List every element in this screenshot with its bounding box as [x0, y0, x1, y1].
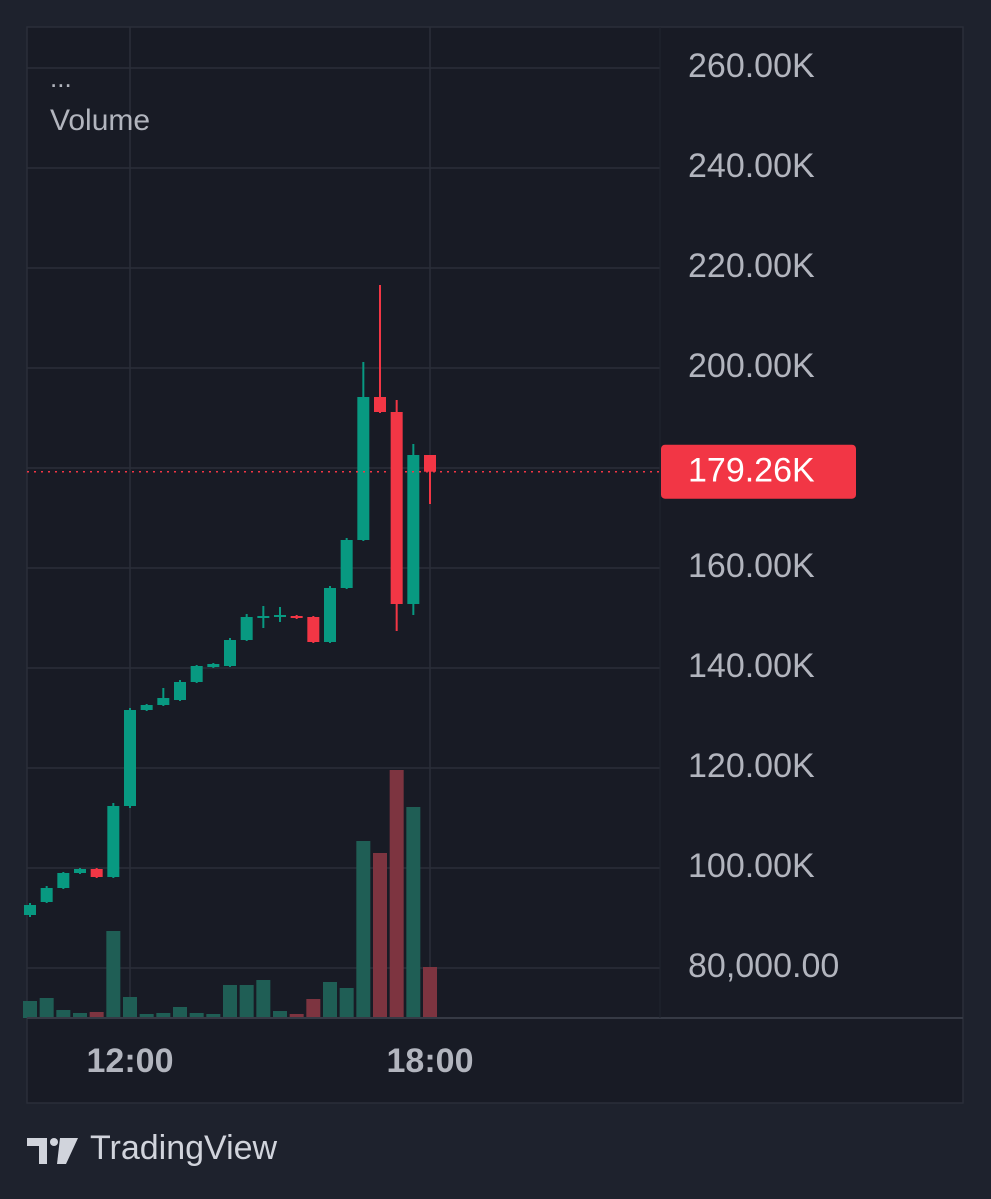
x-tick-label: 18:00	[387, 1042, 474, 1080]
indicator-menu[interactable]: ...	[50, 63, 72, 93]
candle-body	[24, 905, 36, 915]
volume-bar	[256, 980, 271, 1018]
volume-bar	[156, 1013, 171, 1018]
volume-bar	[273, 1011, 287, 1018]
volume-bar	[406, 807, 421, 1018]
volume-bar	[239, 985, 254, 1018]
volume-bar	[389, 770, 404, 1018]
marks	[23, 285, 437, 1018]
y-tick-label: 160.00K	[688, 547, 815, 585]
candle-body	[74, 869, 86, 873]
candle-body	[224, 640, 236, 666]
indicator-name: Volume	[50, 104, 150, 137]
volume-bar	[23, 1001, 37, 1018]
candle-body	[257, 616, 270, 618]
candle-body	[424, 455, 436, 472]
candle-body	[340, 540, 353, 588]
candle-body	[57, 873, 70, 888]
candle-body	[140, 705, 153, 710]
candle-body	[390, 412, 403, 604]
volume-bar	[289, 1014, 304, 1018]
candle-body	[107, 806, 120, 877]
last-price-badge	[661, 444, 856, 499]
volume-bar	[356, 841, 371, 1018]
volume-bar	[339, 988, 354, 1018]
volume-bar	[223, 985, 237, 1018]
candle-body	[374, 397, 386, 412]
volume-bar	[139, 1014, 154, 1018]
volume-bar	[206, 1014, 221, 1018]
volume-bar	[106, 931, 121, 1018]
candle-body	[307, 617, 320, 642]
y-tick-label: 100.00K	[688, 847, 815, 885]
volume-bar	[306, 999, 321, 1018]
volume-bar	[323, 982, 337, 1018]
y-tick-label: 140.00K	[688, 647, 815, 685]
candle-body	[190, 666, 203, 682]
candle-body	[157, 698, 170, 705]
candle-body	[290, 616, 303, 618]
volume-bar	[173, 1007, 187, 1018]
y-tick-label: 80,000.00	[688, 947, 839, 985]
candle-body	[90, 869, 103, 877]
volume-bar	[423, 967, 437, 1018]
last-price-label: 179.26K	[688, 452, 815, 490]
chart-panel	[26, 26, 964, 1104]
y-tick-label: 200.00K	[688, 347, 815, 385]
candle-body	[174, 682, 186, 700]
candle-body	[274, 615, 286, 617]
volume-bar	[189, 1013, 204, 1018]
y-tick-label: 120.00K	[688, 747, 815, 785]
candle-body	[407, 455, 420, 604]
brand-logo	[27, 1138, 78, 1164]
y-tick-label: 240.00K	[688, 147, 815, 185]
brand-name: TradingView	[90, 1129, 278, 1167]
volume-bar	[56, 1010, 71, 1018]
volume-bar	[73, 1013, 87, 1018]
y-tick-label: 220.00K	[688, 247, 815, 285]
volume-bar	[373, 853, 387, 1018]
candle-body	[240, 617, 253, 640]
candle-body	[124, 710, 136, 806]
candle-body	[324, 588, 336, 642]
candle-body	[40, 888, 53, 902]
volume-bar	[89, 1012, 104, 1018]
volume-bar	[39, 998, 54, 1018]
volume-bar	[123, 997, 137, 1018]
y-tick-label: 260.00K	[688, 47, 815, 85]
x-tick-label: 12:00	[87, 1042, 174, 1080]
candle-body	[207, 664, 220, 667]
candle-body	[357, 397, 370, 540]
